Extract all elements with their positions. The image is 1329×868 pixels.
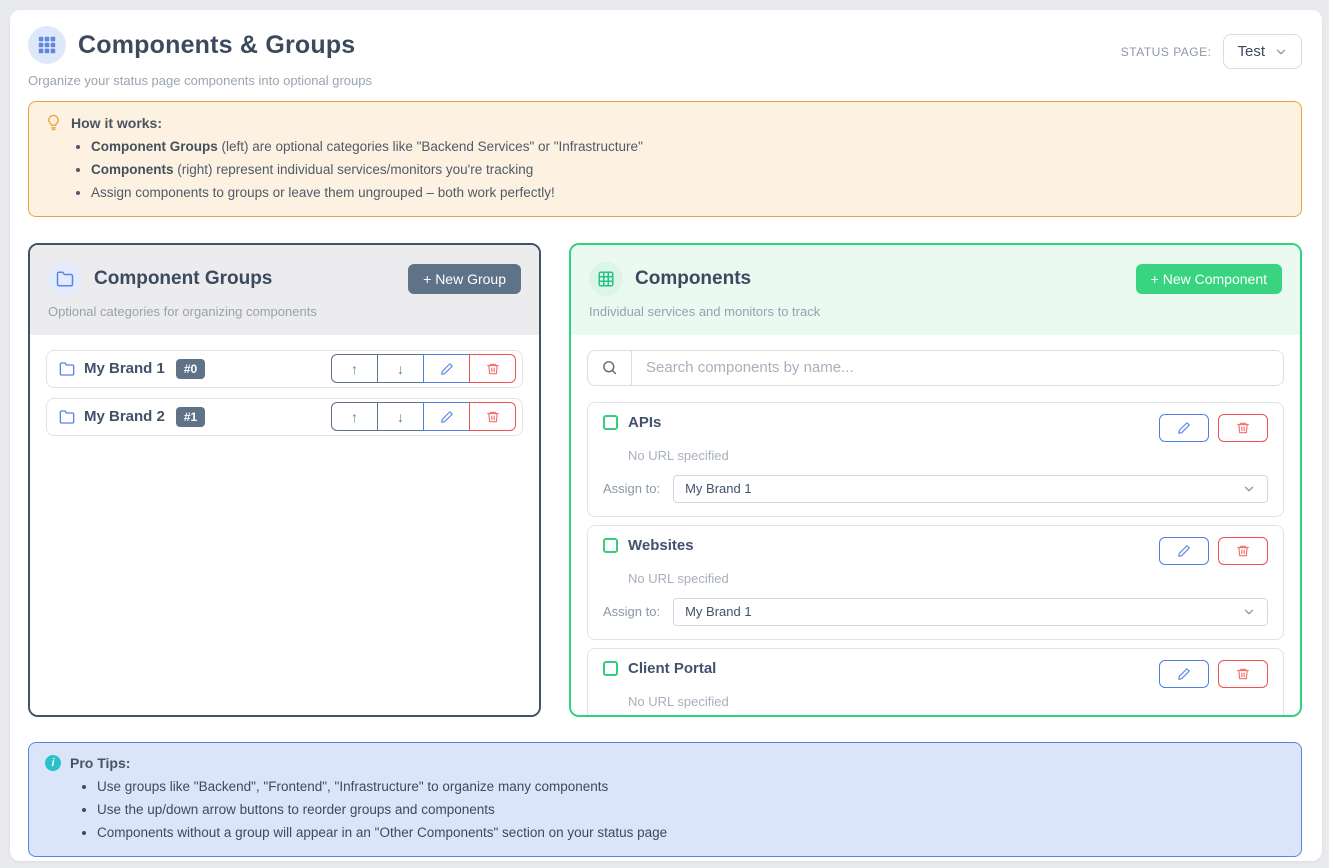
assign-group-select[interactable]: My Brand 1 bbox=[673, 597, 1268, 626]
component-search bbox=[587, 349, 1284, 386]
folder-icon bbox=[48, 261, 82, 296]
move-up-button[interactable]: ↑ bbox=[331, 354, 378, 384]
chevron-down-icon bbox=[1242, 482, 1256, 496]
move-down-button[interactable]: ↓ bbox=[377, 354, 424, 384]
components-panel: Components + New Component Individual se… bbox=[569, 242, 1302, 717]
pro-tips-bullet: Components without a group will appear i… bbox=[97, 824, 1285, 842]
assign-group-value: My Brand 1 bbox=[685, 481, 752, 497]
trash-icon bbox=[1237, 668, 1249, 679]
components-panel-subtitle: Individual services and monitors to trac… bbox=[589, 303, 821, 319]
component-card: Websites bbox=[587, 524, 1284, 640]
components-list: APIs bbox=[587, 401, 1284, 715]
delete-group-button[interactable] bbox=[469, 402, 516, 432]
component-url-status: No URL specified bbox=[628, 693, 729, 709]
main-card: Components & Groups Organize your status… bbox=[10, 10, 1322, 861]
groups-list: My Brand 1 #0 ↑ ↓ bbox=[30, 334, 539, 715]
component-url-status: No URL specified bbox=[628, 570, 729, 586]
pro-tips-title: Pro Tips: bbox=[70, 754, 131, 771]
info-icon: i bbox=[45, 754, 61, 771]
component-card: APIs bbox=[587, 401, 1284, 517]
component-url-status: No URL specified bbox=[628, 447, 729, 463]
lightbulb-icon bbox=[45, 114, 62, 131]
status-page-value: Test bbox=[1237, 43, 1265, 60]
group-order-badge: #0 bbox=[175, 358, 206, 379]
trash-icon bbox=[486, 411, 499, 422]
page-subtitle: Organize your status page components int… bbox=[28, 73, 372, 88]
edit-component-button[interactable] bbox=[1159, 659, 1209, 688]
components-panel-title: Components bbox=[635, 267, 752, 289]
status-page-selector: STATUS PAGE: Test bbox=[1121, 34, 1302, 69]
group-name: My Brand 1 bbox=[84, 360, 165, 378]
page-header: Components & Groups Organize your status… bbox=[28, 26, 1302, 88]
assign-to-label: Assign to: bbox=[603, 481, 661, 497]
status-page-select[interactable]: Test bbox=[1223, 34, 1302, 69]
component-checkbox[interactable] bbox=[603, 537, 618, 553]
how-it-works-list: Component Groups (left) are optional cat… bbox=[91, 138, 1285, 203]
delete-group-button[interactable] bbox=[469, 354, 516, 384]
pro-tips-box: i Pro Tips: Use groups like "Backend", "… bbox=[28, 741, 1302, 858]
assign-group-select[interactable]: My Brand 1 bbox=[673, 474, 1268, 503]
how-it-works-bullet: Assign components to groups or leave the… bbox=[91, 184, 1285, 202]
folder-icon bbox=[59, 361, 75, 377]
group-order-badge: #1 bbox=[175, 406, 206, 427]
pro-tips-bullet: Use groups like "Backend", "Frontend", "… bbox=[97, 778, 1285, 796]
table-grid-icon bbox=[589, 261, 623, 296]
folder-icon bbox=[59, 409, 75, 425]
how-it-works-bullet: Component Groups (left) are optional cat… bbox=[91, 138, 1285, 156]
delete-component-button[interactable] bbox=[1218, 536, 1268, 565]
component-checkbox[interactable] bbox=[603, 660, 618, 676]
pro-tips-list: Use groups like "Backend", "Frontend", "… bbox=[97, 778, 1285, 843]
chevron-down-icon bbox=[1242, 605, 1256, 619]
group-row: My Brand 2 #1 ↑ ↓ bbox=[46, 397, 523, 436]
pencil-icon bbox=[1178, 544, 1190, 557]
pro-tips-bullet: Use the up/down arrow buttons to reorder… bbox=[97, 801, 1285, 819]
how-it-works-box: How it works: Component Groups (left) ar… bbox=[28, 101, 1302, 217]
edit-group-button[interactable] bbox=[423, 354, 470, 384]
pencil-icon bbox=[1178, 421, 1190, 434]
group-name: My Brand 2 bbox=[84, 408, 165, 426]
move-down-button[interactable]: ↓ bbox=[377, 402, 424, 432]
components-grid-icon bbox=[28, 26, 66, 64]
move-up-button[interactable]: ↑ bbox=[331, 402, 378, 432]
component-card: Client Portal bbox=[587, 647, 1284, 715]
edit-component-button[interactable] bbox=[1159, 536, 1209, 565]
new-group-button[interactable]: + New Group bbox=[408, 263, 521, 294]
trash-icon bbox=[1237, 422, 1249, 433]
assign-to-label: Assign to: bbox=[603, 604, 661, 620]
trash-icon bbox=[486, 363, 499, 374]
search-input[interactable] bbox=[632, 350, 1283, 385]
pencil-icon bbox=[1178, 667, 1190, 680]
edit-group-button[interactable] bbox=[423, 402, 470, 432]
header-left: Components & Groups Organize your status… bbox=[28, 26, 372, 88]
component-name: Client Portal bbox=[628, 659, 717, 677]
how-it-works-bullet: Components (right) represent individual … bbox=[91, 161, 1285, 179]
component-name: APIs bbox=[628, 413, 662, 431]
assign-group-value: My Brand 1 bbox=[685, 604, 752, 620]
delete-component-button[interactable] bbox=[1218, 413, 1268, 442]
component-checkbox[interactable] bbox=[603, 414, 618, 430]
trash-icon bbox=[1237, 545, 1249, 556]
pencil-icon bbox=[440, 410, 453, 423]
new-component-button[interactable]: + New Component bbox=[1135, 263, 1282, 294]
pencil-icon bbox=[440, 362, 453, 375]
how-it-works-title: How it works: bbox=[71, 114, 163, 131]
component-name: Websites bbox=[628, 536, 694, 554]
group-row: My Brand 1 #0 ↑ ↓ bbox=[46, 349, 523, 388]
groups-panel-title: Component Groups bbox=[94, 267, 273, 289]
page-title: Components & Groups bbox=[78, 30, 356, 59]
component-groups-panel: Component Groups + New Group Optional ca… bbox=[28, 242, 541, 717]
chevron-down-icon bbox=[1274, 45, 1288, 59]
delete-component-button[interactable] bbox=[1218, 659, 1268, 688]
search-icon bbox=[588, 350, 632, 385]
groups-panel-subtitle: Optional categories for organizing compo… bbox=[48, 303, 317, 319]
edit-component-button[interactable] bbox=[1159, 413, 1209, 442]
status-page-label: STATUS PAGE: bbox=[1120, 44, 1212, 59]
